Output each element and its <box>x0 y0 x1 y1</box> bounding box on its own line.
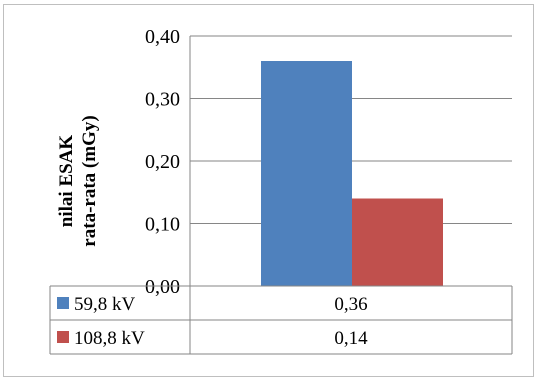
chart-frame <box>3 4 534 377</box>
y-axis-label: nilai ESAK <box>56 135 77 228</box>
legend-label: 59,8 kV <box>74 294 136 315</box>
y-tick-label: 0,00 <box>145 276 180 298</box>
data-label: 0,36 <box>334 294 367 315</box>
bar <box>261 61 352 286</box>
y-tick-label: 0,20 <box>145 151 180 173</box>
bar <box>352 198 443 286</box>
y-tick-label: 0,40 <box>145 26 180 48</box>
legend-label: 108,8 kV <box>74 328 145 349</box>
legend-swatch <box>57 331 69 343</box>
y-tick-label: 0,10 <box>145 214 180 236</box>
data-label: 0,14 <box>334 328 368 349</box>
y-axis-label: rata-rata (mGy) <box>79 115 100 246</box>
y-tick-label: 0,30 <box>145 89 180 111</box>
legend-swatch <box>57 297 69 309</box>
